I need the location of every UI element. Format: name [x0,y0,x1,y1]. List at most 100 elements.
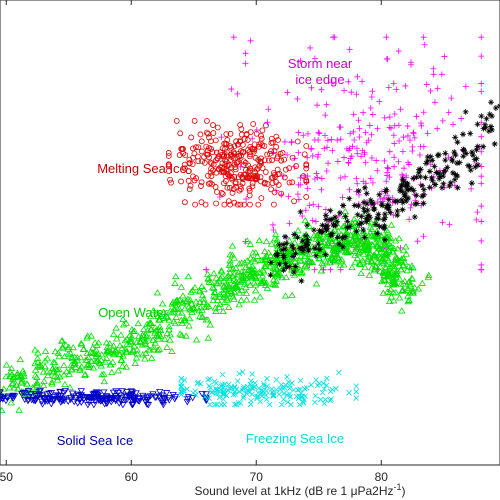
data-point [109,330,118,337]
data-point [317,235,325,242]
data-point [119,315,127,322]
data-point [321,400,327,407]
data-point [40,396,49,403]
data-point [264,151,271,158]
data-point [279,257,287,264]
data-point [353,228,360,235]
data-point [436,175,443,182]
data-point [221,201,228,208]
data-point [395,262,403,269]
data-point [60,371,68,378]
data-point [66,349,75,356]
data-point [232,166,239,173]
data-point [236,370,243,377]
data-point [269,157,275,164]
data-point [171,319,180,327]
data-point [274,153,281,160]
data-point [262,279,271,286]
data-point [282,273,290,281]
data-point [164,395,173,402]
data-point [144,402,153,409]
data-point [201,154,207,160]
data-point [183,399,192,406]
data-point [77,341,86,348]
data-point [321,145,328,152]
data-point [381,114,388,121]
data-point [158,300,167,307]
data-point [319,222,326,229]
data-point [248,262,256,269]
data-point [232,391,239,398]
data-point [299,238,306,245]
data-point [354,211,361,218]
data-point [418,279,427,286]
data-point [190,390,196,396]
data-point [368,264,376,271]
data-point [382,188,389,195]
data-point [290,253,297,260]
data-point [91,357,100,364]
data-point [379,202,386,209]
data-point [397,255,406,262]
data-point [341,87,348,94]
data-point [350,128,357,135]
series-label: Melting Sea Ice [97,161,187,176]
data-point [240,149,247,156]
data-point [429,157,436,164]
data-point [312,231,321,239]
data-point [350,239,359,247]
data-point [296,256,304,264]
data-point [165,168,172,174]
data-point [225,198,232,205]
data-point [132,354,141,361]
data-point [427,153,434,160]
data-point [165,325,173,333]
data-point [363,190,370,197]
data-point [398,307,406,314]
data-point [209,296,217,304]
data-point [110,349,118,356]
data-point [271,201,277,208]
series-label: Solid Sea Ice [57,433,134,448]
data-point [251,383,258,390]
data-point [89,364,98,371]
data-point [348,237,357,245]
x-tick-label: 50 [0,470,13,484]
data-point [167,176,173,183]
data-point [178,331,186,338]
data-point [36,388,45,395]
data-point [270,393,276,399]
data-point [191,284,199,291]
data-point [367,175,374,182]
data-point [285,193,292,200]
data-point [286,385,293,392]
data-point [114,367,122,374]
data-point [381,225,388,232]
data-point [222,274,230,281]
data-point [323,382,330,389]
data-point [253,252,262,259]
data-point [397,266,405,273]
data-point [82,356,90,363]
data-point [355,187,362,194]
data-point [78,394,86,401]
data-point [372,238,380,245]
data-point [474,209,481,216]
data-point [309,217,316,224]
data-point [225,284,234,291]
data-point [429,177,436,184]
series-annotations: Storm near ice edge Melting Sea Ice Open Wa… [57,56,353,448]
data-point [386,263,394,270]
data-point [249,183,256,190]
data-point [264,119,271,126]
data-point [321,386,327,392]
data-point [271,189,278,196]
data-point [192,201,199,208]
data-point [227,201,234,208]
data-point [259,256,267,263]
data-point [448,155,455,162]
data-point [178,375,185,382]
data-point [225,276,234,283]
data-point [187,288,195,295]
data-point [385,165,392,172]
